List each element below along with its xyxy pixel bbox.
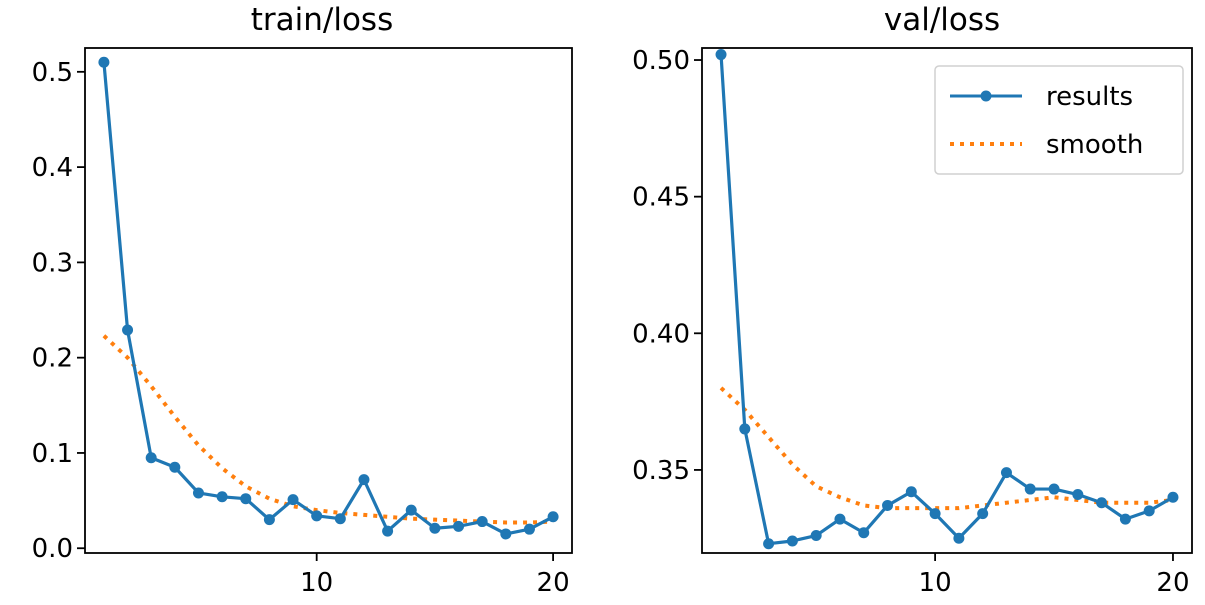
train-loss-results-point: [453, 520, 465, 532]
train-loss-results-point: [192, 487, 204, 499]
train-loss-ytick-label: 0.4: [32, 153, 73, 183]
val-loss-results-point: [1167, 491, 1179, 503]
train-loss-axes: [84, 47, 573, 554]
val-loss-results-point: [905, 486, 917, 498]
train-loss-results-point: [263, 514, 275, 526]
val-loss-results-point: [882, 499, 894, 511]
val-loss-axes: [701, 47, 1193, 554]
train-loss-results-point: [311, 510, 323, 522]
val-loss-ytick-label: 0.40: [632, 319, 690, 349]
train-loss-results-point: [523, 523, 535, 535]
train-loss-results-point: [382, 525, 394, 537]
train-loss-results-point: [98, 56, 110, 68]
train-loss-ytick-label: 0.5: [32, 58, 73, 88]
train-loss-panel: train/loss 0.0 0.1 0.2 0.3 0.4 0.5 10 20: [32, 2, 573, 598]
legend-box: [934, 65, 1184, 175]
train-loss-xtick-label: 20: [537, 568, 570, 598]
val-loss-xtick-label: 10: [919, 568, 952, 598]
val-loss-title: val/loss: [884, 2, 1000, 38]
val-loss-results-point: [1096, 497, 1108, 509]
val-loss-results-point: [715, 49, 727, 61]
train-loss-ytick-label: 0.0: [32, 534, 73, 564]
train-loss-results-point: [169, 461, 181, 473]
train-loss-results-point: [405, 504, 417, 516]
val-loss-results-point: [763, 538, 775, 550]
val-loss-smooth-line: [719, 386, 1174, 511]
val-loss-panel: val/loss 0.35 0.40 0.45 0.50 10 20 results s…: [632, 2, 1193, 598]
val-loss-results-point: [929, 508, 941, 520]
val-loss-y-axis: 0.35 0.40 0.45 0.50: [632, 46, 702, 486]
train-loss-results-point: [334, 513, 346, 525]
legend: results smooth: [934, 65, 1184, 175]
train-loss-results-point: [287, 494, 299, 506]
legend-results-label: results: [1046, 82, 1133, 112]
val-loss-results-point: [1119, 513, 1131, 525]
train-loss-results-point: [547, 511, 559, 523]
val-loss-series: [715, 49, 1179, 550]
train-loss-results-point: [476, 516, 488, 528]
train-loss-ytick-label: 0.1: [32, 439, 73, 469]
train-loss-xtick-label: 10: [300, 568, 333, 598]
val-loss-ytick-label: 0.35: [632, 456, 690, 486]
legend-smooth-label: smooth: [1046, 130, 1143, 160]
val-loss-results-point: [1072, 489, 1084, 501]
val-loss-results-point: [1024, 483, 1036, 495]
train-loss-ytick-label: 0.3: [32, 248, 73, 278]
val-loss-results-point: [739, 423, 751, 435]
train-loss-y-axis: 0.0 0.1 0.2 0.3 0.4 0.5: [32, 58, 85, 564]
train-loss-results-point: [216, 491, 228, 503]
val-loss-results-point: [1000, 467, 1012, 479]
train-loss-results-point: [122, 324, 134, 336]
train-loss-ytick-label: 0.2: [32, 344, 73, 374]
train-loss-results-point: [358, 474, 370, 486]
val-loss-results-point: [1048, 483, 1060, 495]
val-loss-results-point: [810, 530, 822, 542]
val-loss-ytick-label: 0.50: [632, 46, 690, 76]
val-loss-results-point: [977, 508, 989, 520]
val-loss-results-point: [953, 532, 965, 544]
val-loss-results-point: [858, 527, 870, 539]
val-loss-results-point: [834, 513, 846, 525]
train-loss-series: [98, 56, 559, 540]
train-loss-smooth-line: [102, 334, 554, 525]
val-loss-ytick-label: 0.45: [632, 183, 690, 213]
legend-results-marker: [980, 90, 992, 102]
val-loss-xtick-label: 20: [1156, 568, 1189, 598]
val-loss-results-point: [1143, 505, 1155, 517]
train-loss-title: train/loss: [251, 2, 393, 38]
train-loss-results-point: [429, 522, 441, 534]
train-loss-results-point: [145, 452, 157, 464]
val-loss-x-axis: 10 20: [919, 553, 1190, 598]
val-loss-results-point: [786, 535, 798, 547]
train-loss-results-point: [500, 528, 512, 540]
train-loss-results-point: [240, 493, 252, 505]
train-loss-x-axis: 10 20: [300, 553, 570, 598]
